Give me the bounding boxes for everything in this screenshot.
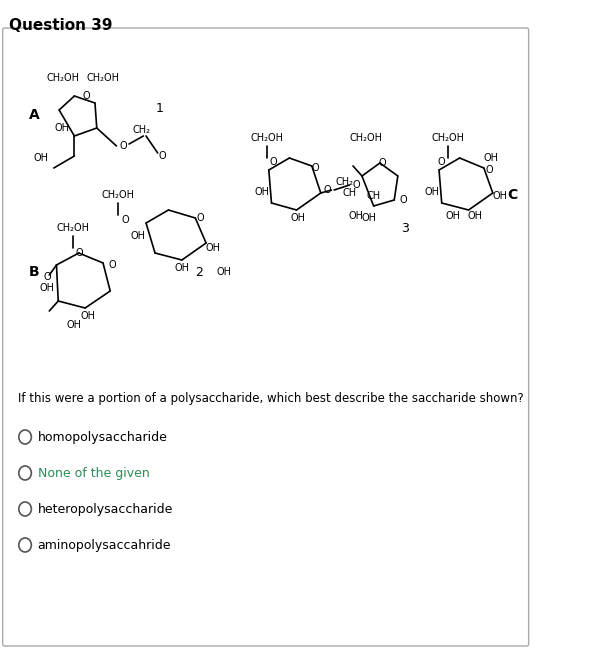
- Text: OH: OH: [348, 211, 363, 221]
- Text: O: O: [323, 185, 331, 195]
- Text: OH: OH: [446, 211, 461, 221]
- Text: O: O: [122, 215, 129, 225]
- Text: O: O: [379, 158, 387, 168]
- Text: CH₂OH: CH₂OH: [102, 190, 135, 200]
- Text: OH: OH: [55, 123, 70, 133]
- Text: 1: 1: [155, 101, 164, 114]
- Text: homopolysaccharide: homopolysaccharide: [37, 430, 167, 443]
- Text: OH: OH: [217, 267, 232, 277]
- Text: OH: OH: [254, 187, 269, 197]
- Text: OH: OH: [483, 153, 499, 163]
- Text: CH: CH: [342, 188, 356, 198]
- Text: OH: OH: [40, 283, 55, 293]
- Text: OH: OH: [425, 187, 439, 197]
- Text: O: O: [120, 141, 127, 151]
- Text: CH₂OH: CH₂OH: [250, 133, 283, 143]
- Text: OH: OH: [67, 320, 82, 330]
- Text: 3: 3: [401, 221, 409, 234]
- Text: OH: OH: [80, 311, 95, 321]
- Text: B: B: [28, 265, 39, 279]
- Text: CH₂OH: CH₂OH: [46, 73, 79, 83]
- Text: O: O: [158, 151, 166, 161]
- Text: OH: OH: [206, 243, 221, 253]
- FancyBboxPatch shape: [3, 28, 528, 646]
- Text: O: O: [438, 157, 445, 167]
- Text: CH: CH: [366, 191, 381, 201]
- Text: CH₂OH: CH₂OH: [432, 133, 464, 143]
- Text: aminopolysaccahride: aminopolysaccahride: [37, 539, 171, 552]
- Text: O: O: [197, 213, 205, 223]
- Text: If this were a portion of a polysaccharide, which best describe the saccharide s: If this were a portion of a polysacchari…: [18, 392, 524, 405]
- Text: C: C: [508, 188, 518, 202]
- Text: OH: OH: [492, 191, 508, 201]
- Text: A: A: [28, 108, 39, 122]
- Text: OH: OH: [467, 211, 482, 221]
- Text: OH: OH: [174, 263, 189, 273]
- Text: None of the given: None of the given: [37, 467, 149, 480]
- Text: O: O: [108, 260, 116, 270]
- Text: CH₂OH: CH₂OH: [57, 223, 90, 233]
- Text: O: O: [486, 165, 493, 175]
- Text: CH₂: CH₂: [336, 177, 354, 187]
- Text: O: O: [75, 248, 82, 258]
- Text: OH: OH: [34, 153, 49, 163]
- Text: O: O: [82, 91, 90, 101]
- Text: heteropolysaccharide: heteropolysaccharide: [37, 502, 173, 515]
- Text: O: O: [353, 180, 361, 190]
- Text: O: O: [269, 157, 277, 167]
- Text: O: O: [399, 195, 407, 205]
- Text: OH: OH: [130, 231, 145, 241]
- Text: O: O: [44, 272, 52, 282]
- Text: Question 39: Question 39: [9, 18, 113, 33]
- Text: CH₂OH: CH₂OH: [349, 133, 382, 143]
- Text: CH₂OH: CH₂OH: [87, 73, 120, 83]
- Text: 2: 2: [195, 265, 203, 278]
- Text: OH: OH: [291, 213, 306, 223]
- Text: CH₂: CH₂: [133, 125, 151, 135]
- Text: OH: OH: [362, 213, 377, 223]
- Text: O: O: [311, 163, 319, 173]
